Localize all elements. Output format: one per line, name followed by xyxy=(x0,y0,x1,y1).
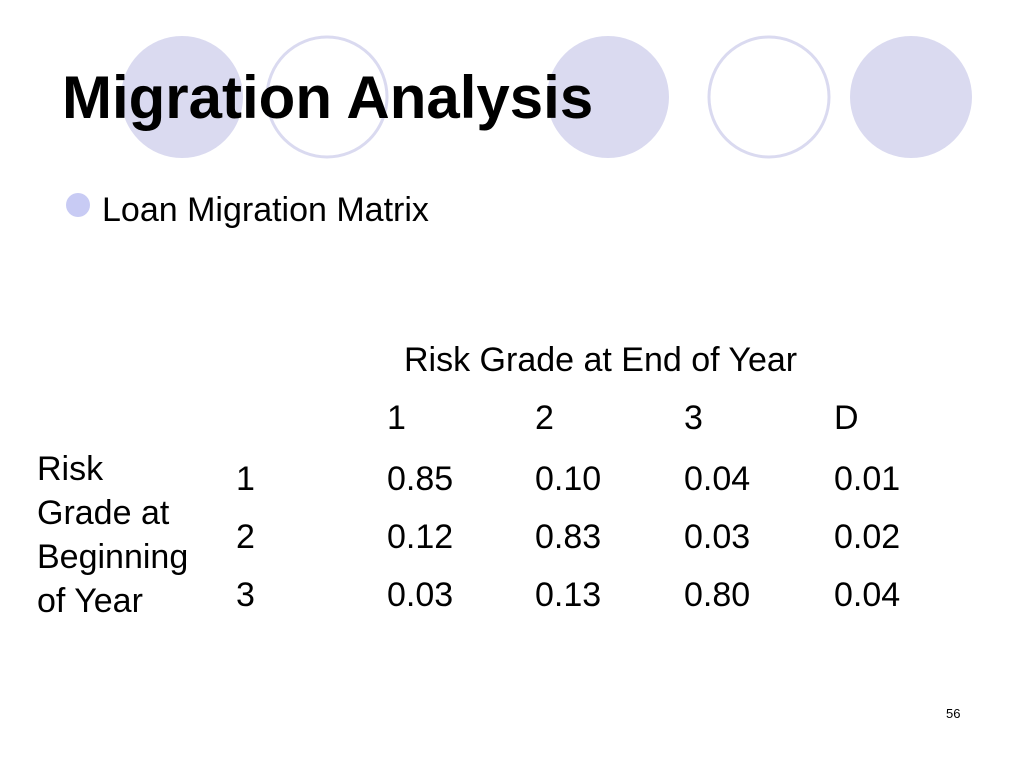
cell: 0.01 xyxy=(834,460,901,498)
cell: 0.13 xyxy=(535,576,602,614)
title: Migration Analysis xyxy=(62,64,594,131)
cell: 0.80 xyxy=(684,576,751,614)
row-header: of Year xyxy=(37,582,143,620)
row-header: Risk xyxy=(37,450,104,488)
cell: 0.04 xyxy=(684,460,751,498)
circle xyxy=(707,35,831,159)
row-label: 3 xyxy=(236,576,255,614)
cell: 0.03 xyxy=(684,518,751,556)
column-label: 1 xyxy=(387,399,406,437)
row-label: 2 xyxy=(236,518,255,556)
page-number: 56 xyxy=(946,706,961,721)
cell: 0.04 xyxy=(834,576,901,614)
bullet-dot xyxy=(66,193,90,217)
column-label: D xyxy=(834,399,859,437)
circle xyxy=(121,36,243,158)
row-header: Beginning xyxy=(37,538,189,576)
circle xyxy=(850,36,972,158)
circle xyxy=(265,35,389,159)
cell: 0.12 xyxy=(387,518,454,556)
row-header: Grade at xyxy=(37,494,170,532)
column-label: 2 xyxy=(535,399,554,437)
bullet: Loan Migration Matrix xyxy=(102,191,429,229)
cell: 0.02 xyxy=(834,518,901,556)
cell: 0.83 xyxy=(535,518,602,556)
circle xyxy=(547,36,669,158)
cell: 0.85 xyxy=(387,460,454,498)
cell: 0.10 xyxy=(535,460,602,498)
cell: 0.03 xyxy=(387,576,454,614)
column-header: Risk Grade at End of Year xyxy=(404,341,798,379)
row-label: 1 xyxy=(236,460,255,498)
column-label: 3 xyxy=(684,399,703,437)
